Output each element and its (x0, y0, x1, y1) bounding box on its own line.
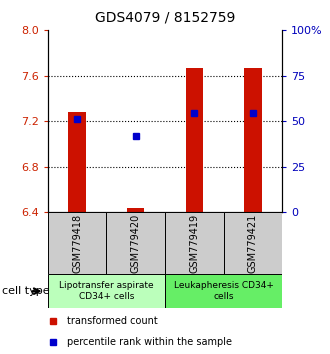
Bar (165, 212, 224, 274)
Text: transformed count: transformed count (67, 316, 157, 326)
Bar (224, 212, 282, 274)
Text: GDS4079 / 8152759: GDS4079 / 8152759 (95, 11, 235, 25)
Text: GSM779419: GSM779419 (189, 214, 199, 273)
Text: GSM779420: GSM779420 (131, 214, 141, 273)
Text: percentile rank within the sample: percentile rank within the sample (67, 337, 232, 347)
Text: Leukapheresis CD34+
cells: Leukapheresis CD34+ cells (174, 281, 274, 301)
Bar (68, 112, 86, 212)
Bar (185, 68, 203, 212)
Bar (106, 212, 165, 274)
Text: GSM779418: GSM779418 (72, 214, 82, 273)
Text: GSM779421: GSM779421 (248, 214, 258, 273)
Text: cell type: cell type (2, 286, 49, 296)
Text: Lipotransfer aspirate
CD34+ cells: Lipotransfer aspirate CD34+ cells (59, 281, 154, 301)
Bar (165, 274, 282, 308)
Bar (244, 68, 262, 212)
Bar (127, 208, 145, 212)
Bar (48, 212, 106, 274)
Bar (48, 274, 165, 308)
